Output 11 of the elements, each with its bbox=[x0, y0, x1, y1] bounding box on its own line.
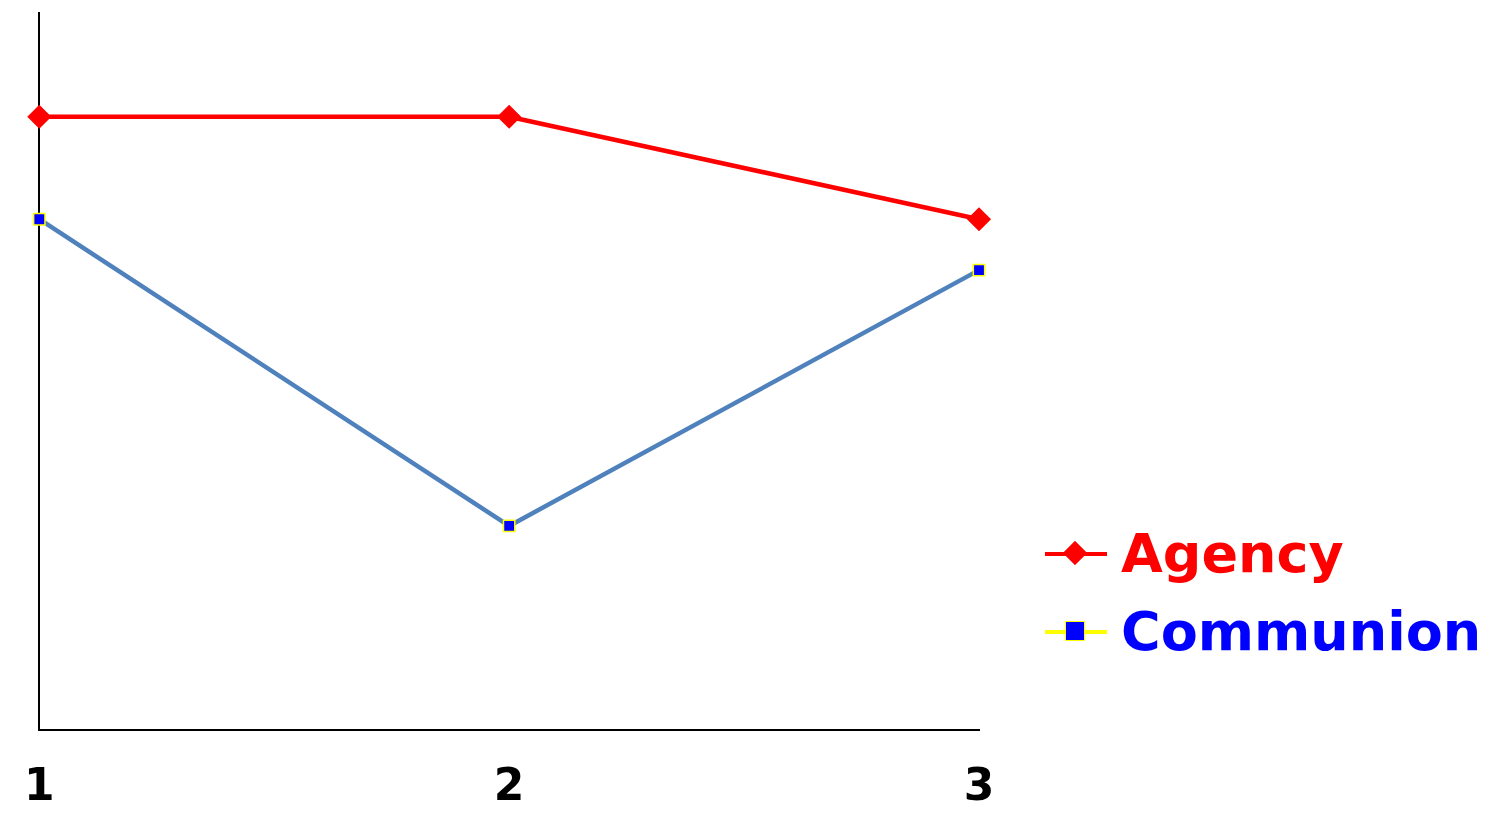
x-tick-label: 1 bbox=[24, 759, 55, 811]
point bbox=[967, 207, 991, 231]
point bbox=[27, 105, 52, 129]
legend-label: Agency bbox=[1121, 521, 1344, 587]
point bbox=[502, 519, 516, 533]
x-tick-label: 2 bbox=[493, 759, 525, 811]
point bbox=[972, 263, 986, 277]
point bbox=[497, 105, 521, 129]
point bbox=[32, 212, 46, 226]
x-tick-label: 3 bbox=[963, 759, 995, 811]
legend-label: Communion bbox=[1121, 599, 1482, 665]
